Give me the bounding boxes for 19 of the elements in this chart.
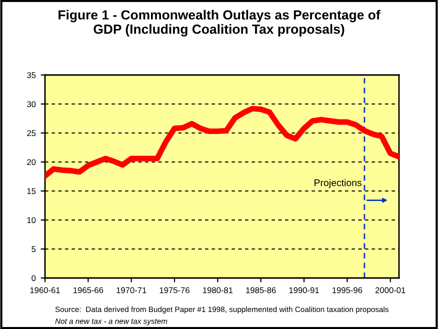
y-tick-label: 5	[32, 246, 36, 252]
y-tick-label: 35	[27, 72, 36, 78]
annotation: Projections	[314, 179, 362, 188]
x-tick-label: 1970-71	[116, 287, 146, 294]
y-tick-label: 0	[32, 275, 36, 282]
x-tick-label: 1975-76	[160, 287, 190, 294]
x-tick-label: 1965-66	[74, 287, 104, 294]
x-tick-label: 1995-96	[332, 287, 362, 294]
y-tick-label: 10	[27, 217, 36, 224]
y-tick-label: 25	[27, 130, 36, 136]
y-tick-label: 20	[27, 159, 36, 166]
x-tick-label: 1990-91	[289, 287, 319, 294]
x-tick-label: 1985-86	[246, 287, 276, 294]
y-tick-label: 30	[27, 101, 36, 108]
chart-title: Figure 1 - Commonwealth Outlays as Percentage of GDP (Including Coalition Tax proposals)	[58, 10, 380, 36]
x-tick-label: 1980-81	[203, 287, 233, 294]
y-tick-label: 15	[27, 188, 36, 194]
x-tick-label: 2000-01	[375, 287, 406, 294]
x-tick-label: 1960-61	[30, 287, 60, 294]
